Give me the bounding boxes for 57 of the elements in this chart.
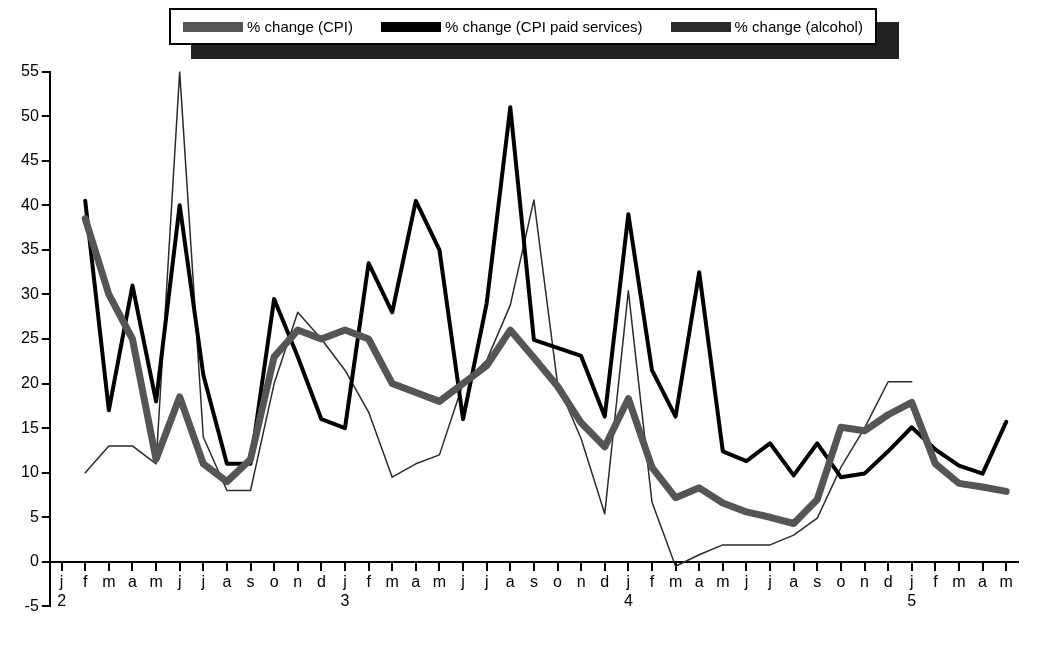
x-tick-label: s <box>529 572 538 590</box>
y-tick-label: 10 <box>21 463 39 481</box>
x-tick-label: j 4 <box>623 572 633 610</box>
x-tick-label: a <box>789 572 799 590</box>
x-tick-label: a <box>128 572 137 590</box>
y-tick-label: 45 <box>21 151 39 169</box>
y-tick-label: 50 <box>21 106 39 124</box>
x-tick-label: a <box>411 572 421 590</box>
x-tick-label: j <box>483 572 489 590</box>
x-tick-label: s <box>813 572 822 590</box>
x-tick-label: j <box>176 572 182 590</box>
x-tick-label: f <box>933 572 939 590</box>
x-tick-label: m <box>999 572 1013 590</box>
x-tick-label: a <box>978 572 988 590</box>
x-tick-label: j <box>767 572 772 590</box>
x-tick-label: n <box>576 572 586 590</box>
x-tick-label: s <box>246 572 255 590</box>
x-tick-label: m <box>952 572 966 590</box>
x-tick-label: a <box>222 572 232 590</box>
x-tick-label: m <box>668 572 683 590</box>
legend-label: % change (alcohol) <box>734 18 863 35</box>
x-tick-label: d <box>883 572 893 590</box>
y-tick-label: 35 <box>21 240 39 258</box>
x-tick-label: j 2 <box>57 572 67 610</box>
x-tick-label: n <box>293 572 303 590</box>
x-tick-label: o <box>836 572 846 590</box>
y-tick-label: -5 <box>24 596 39 614</box>
x-tick-label: a <box>505 572 515 590</box>
x-tick-label: m <box>102 572 116 590</box>
x-tick-label: j <box>743 572 749 590</box>
legend-label: % change (CPI) <box>247 18 353 35</box>
x-tick-label: j 5 <box>907 572 917 610</box>
y-tick-label: 25 <box>21 329 39 347</box>
x-tick-label: o <box>553 572 563 590</box>
x-tick-label: j <box>460 572 465 590</box>
y-tick-label: 5 <box>29 507 39 525</box>
x-tick-label: f <box>649 572 655 590</box>
x-tick-label: m <box>432 572 447 590</box>
x-tick-label: m <box>149 572 163 590</box>
x-tick-label: a <box>694 572 704 590</box>
x-tick-label: m <box>716 572 730 590</box>
x-tick-label: f <box>82 572 88 590</box>
x-tick-label: d <box>600 572 610 590</box>
x-tick-label: j <box>200 572 206 590</box>
y-tick-label: 0 <box>29 552 39 570</box>
y-tick-label: 20 <box>21 373 39 391</box>
y-tick-label: 55 <box>21 62 39 80</box>
y-tick-label: 15 <box>21 418 39 436</box>
x-tick-label: f <box>366 572 372 590</box>
legend-label: % change (CPI paid services) <box>444 18 643 35</box>
y-tick-label: 40 <box>21 195 39 213</box>
x-tick-label: o <box>269 572 279 590</box>
x-tick-label: m <box>385 572 399 590</box>
x-tick-label: j 3 <box>340 572 350 610</box>
y-tick-label: 30 <box>21 284 39 302</box>
x-tick-label: n <box>860 572 869 590</box>
x-tick-label: d <box>316 572 326 590</box>
